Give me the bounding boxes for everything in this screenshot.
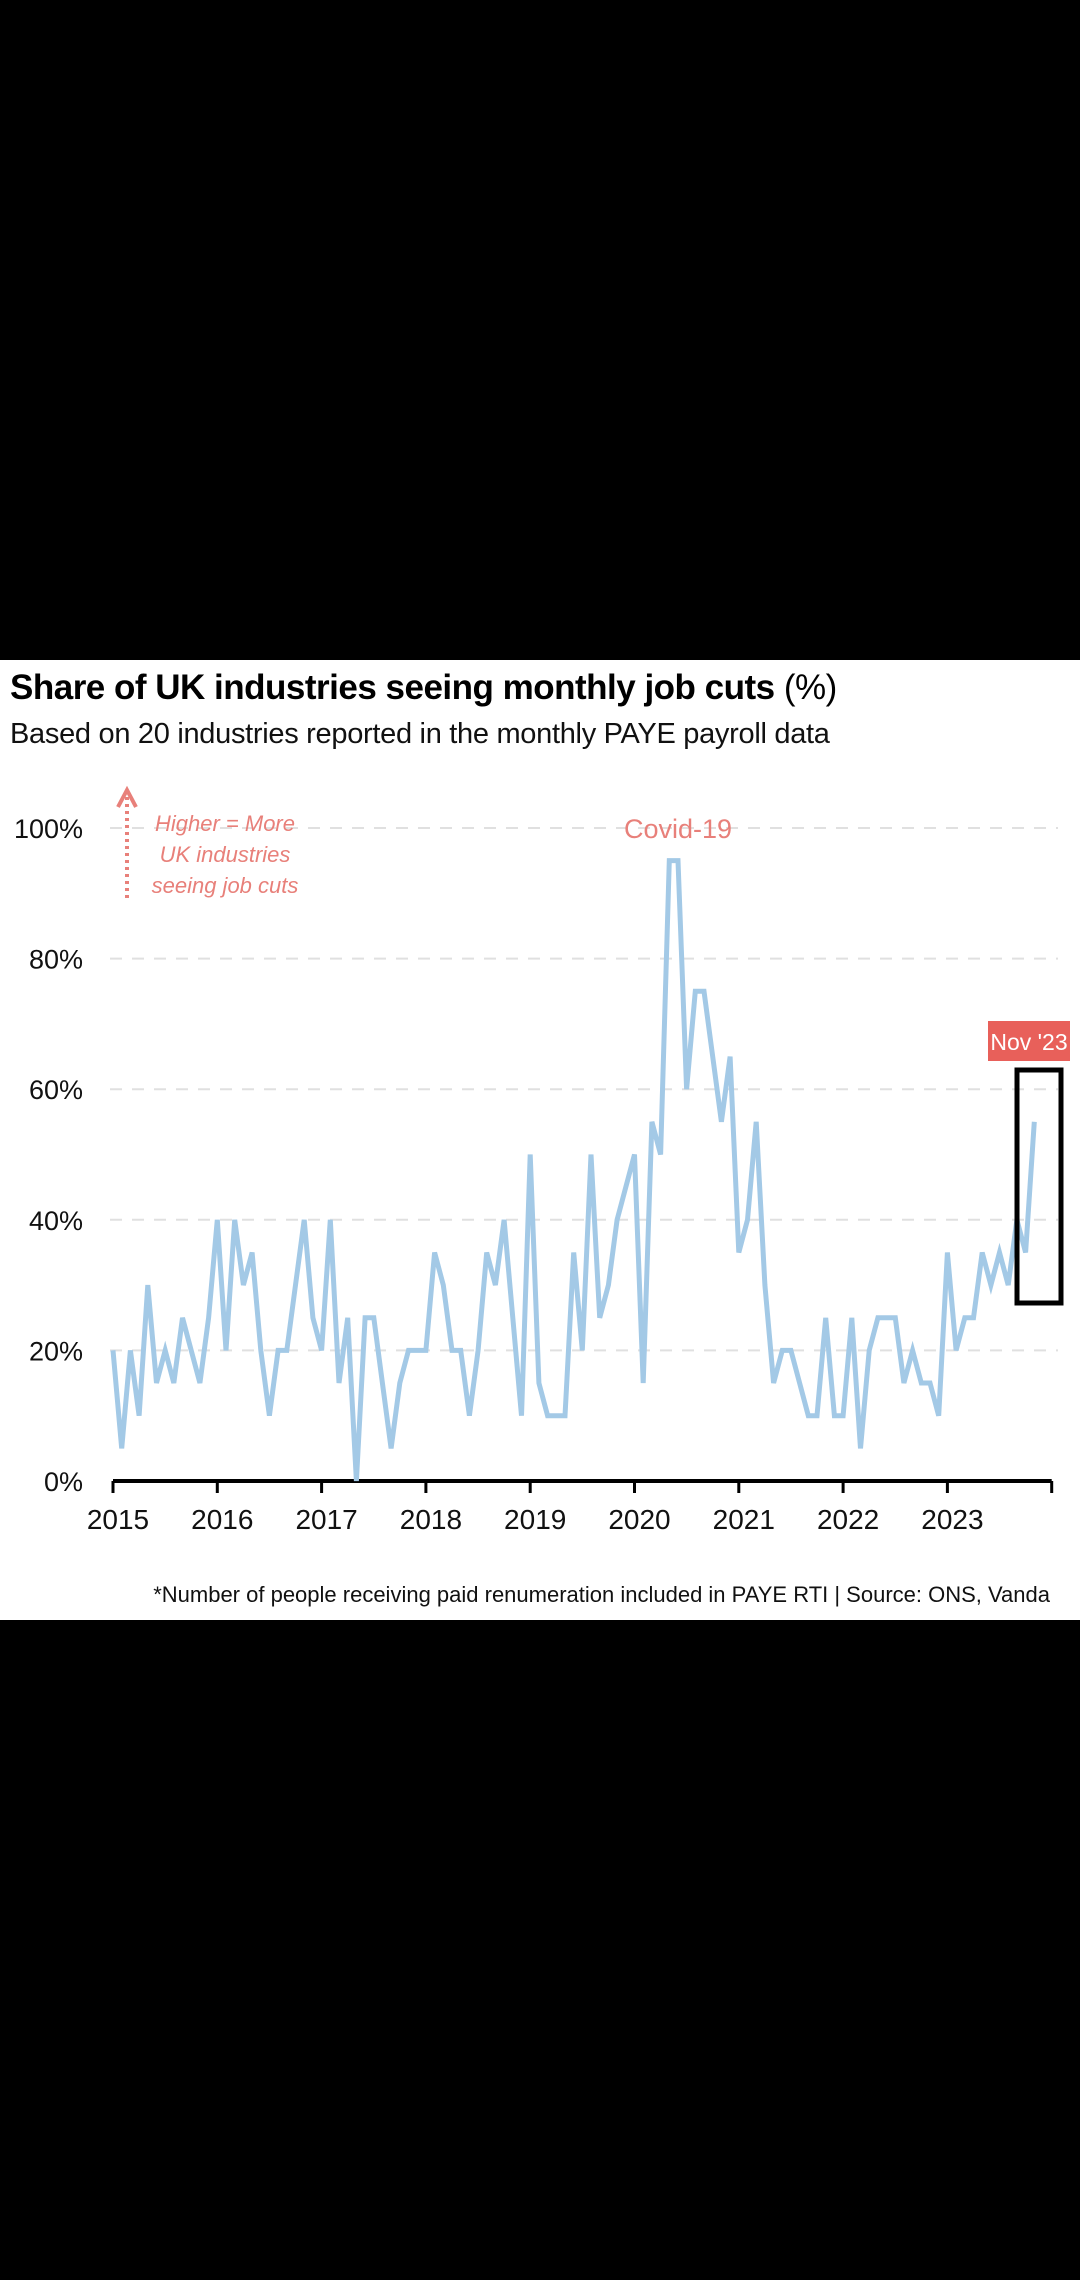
x-tick-label: 2023 <box>921 1504 983 1535</box>
arrow-head-icon <box>116 785 138 808</box>
x-tick-label: 2022 <box>817 1504 879 1535</box>
nov23-badge <box>988 1021 1070 1061</box>
nov23-badge-label: Nov '23 <box>990 1029 1067 1055</box>
y-tick-label: 40% <box>29 1206 83 1236</box>
chart-subtitle: Based on 20 industries reported in the m… <box>10 718 830 750</box>
y-axis-labels: 0% 20% 40% 60% 80% 100% <box>14 814 83 1497</box>
x-tick-label: 2015 <box>87 1504 149 1535</box>
y-tick-label: 100% <box>14 814 83 844</box>
chart-title: Share of UK industries seeing monthly jo… <box>10 668 837 708</box>
x-axis: 2015 2016 2017 2018 2019 2020 2021 2022 2023 <box>87 1479 1054 1535</box>
highlight-box <box>1014 1067 1064 1306</box>
chart-card: 0% 20% 40% 60% 80% 100% 2015 2016 2017 2018 2019 2… <box>0 660 1080 1620</box>
y-tick-label: 0% <box>44 1467 83 1497</box>
x-tick-label: 2020 <box>608 1504 670 1535</box>
x-tick-label: 2019 <box>504 1504 566 1535</box>
title-text: Share of UK industries seeing monthly jo… <box>10 668 775 707</box>
annotations-layer: Covid-19 Higher = More UK industries seeing… <box>116 785 1070 1306</box>
line-chart: 0%20%40%60%80%100% 2015 2016 2017 2018 2019 2… <box>14 785 1070 1535</box>
higher-annotation-line: seeing job cuts <box>152 873 299 898</box>
covid-annotation: Covid-19 <box>624 814 732 844</box>
series-line <box>110 858 1037 1482</box>
x-tick-label: 2016 <box>191 1504 253 1535</box>
y-tick-label: 80% <box>29 945 83 975</box>
series-layer <box>110 858 1037 1482</box>
higher-annotation-line: UK industries <box>160 842 291 867</box>
higher-annotation-line: Higher = More <box>155 811 295 836</box>
title-unit: (%) <box>783 668 837 707</box>
x-tick-label: 2017 <box>295 1504 357 1535</box>
y-tick-label: 20% <box>29 1336 83 1366</box>
y-tick-label: 60% <box>29 1075 83 1105</box>
x-tick-label: 2018 <box>400 1504 462 1535</box>
source-footnote: *Number of people receiving paid renumer… <box>153 1582 1050 1607</box>
x-tick-label: 2021 <box>713 1504 775 1535</box>
